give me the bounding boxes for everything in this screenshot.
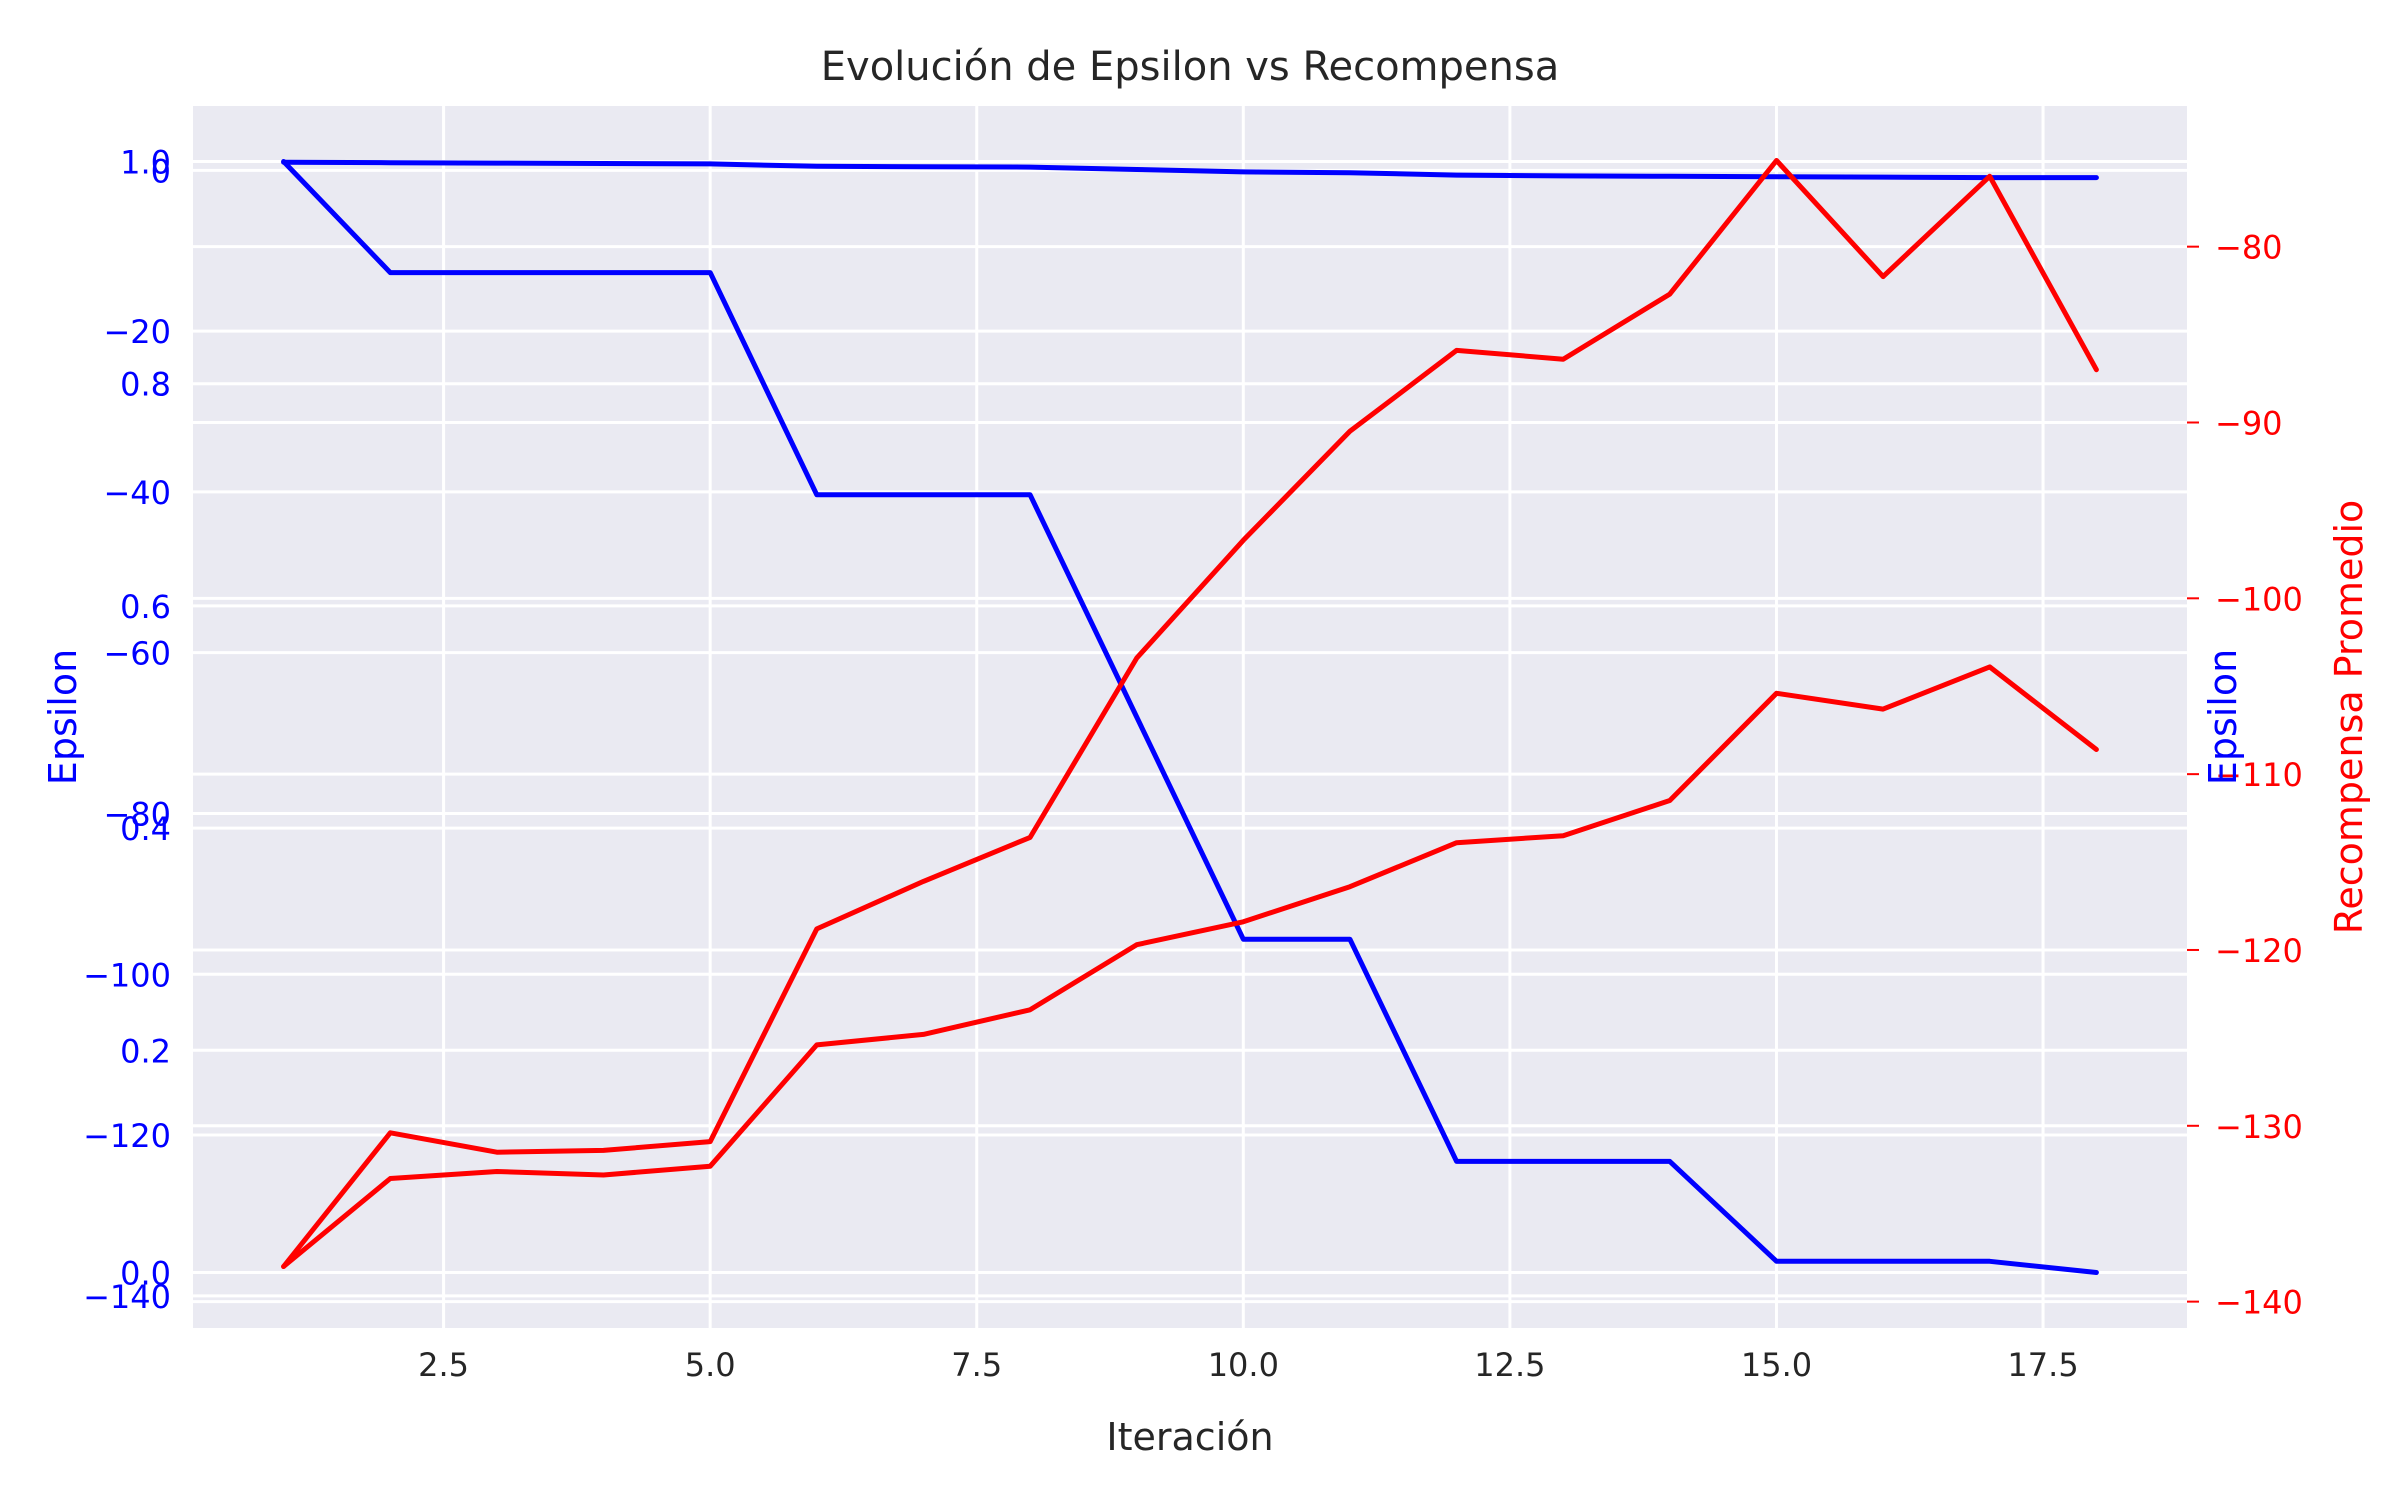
x-tick-label: 5.0 xyxy=(685,1346,736,1384)
y-tick-label-left: 0.4 xyxy=(120,810,171,848)
x-tick-label: 15.0 xyxy=(1741,1346,1812,1384)
series-line xyxy=(281,664,2099,1269)
y-tick-label-right: −140 xyxy=(2215,1284,2303,1322)
y-tick-label-right: −100 xyxy=(2215,580,2303,618)
series-line xyxy=(281,159,2099,1275)
y-tick-label-left: −40 xyxy=(103,474,171,512)
y-tick-label-right: −110 xyxy=(2215,756,2303,794)
x-tick-label: 2.5 xyxy=(418,1346,469,1384)
y-tick-label-left: −100 xyxy=(83,956,171,994)
y-tick-label-left: −60 xyxy=(103,635,171,673)
y-tick-label-right: −90 xyxy=(2215,404,2283,442)
y-tick-label-left: 1.0 xyxy=(120,144,171,182)
y-tick-label-left: −20 xyxy=(103,313,171,351)
y-tick-label-right: −80 xyxy=(2215,229,2283,267)
y-tick-label-left: 0.8 xyxy=(120,366,171,404)
x-tick-label: 10.0 xyxy=(1208,1346,1279,1384)
x-axis-label: Iteración xyxy=(1106,1415,1273,1459)
y-axis-label-right-epsilon: Epsilon xyxy=(2201,649,2245,785)
y-axis-label-left: Epsilon xyxy=(41,649,85,785)
x-tick-label: 7.5 xyxy=(951,1346,1002,1384)
y-axis-label-right-reward: Recompensa Promedio xyxy=(2327,500,2371,935)
y-tick-label-left: 0.2 xyxy=(120,1032,171,1070)
y-tick-label-left: −140 xyxy=(83,1278,171,1316)
y-tick-label-left: 0 xyxy=(151,152,171,190)
series-line xyxy=(281,158,2099,1269)
plot-area xyxy=(193,106,2187,1328)
y-tick-label-right: −120 xyxy=(2215,932,2303,970)
y-tick-label-left: −120 xyxy=(83,1117,171,1155)
chart-title: Evolución de Epsilon vs Recompensa xyxy=(821,44,1559,90)
y-tick-label-right: −130 xyxy=(2215,1108,2303,1146)
y-tick-label-left: 0.0 xyxy=(120,1254,171,1292)
x-tick-label: 12.5 xyxy=(1474,1346,1545,1384)
y-tick-label-left: 0.6 xyxy=(120,588,171,626)
y-tick-label-left: −80 xyxy=(103,795,171,833)
x-tick-label: 17.5 xyxy=(2007,1346,2078,1384)
